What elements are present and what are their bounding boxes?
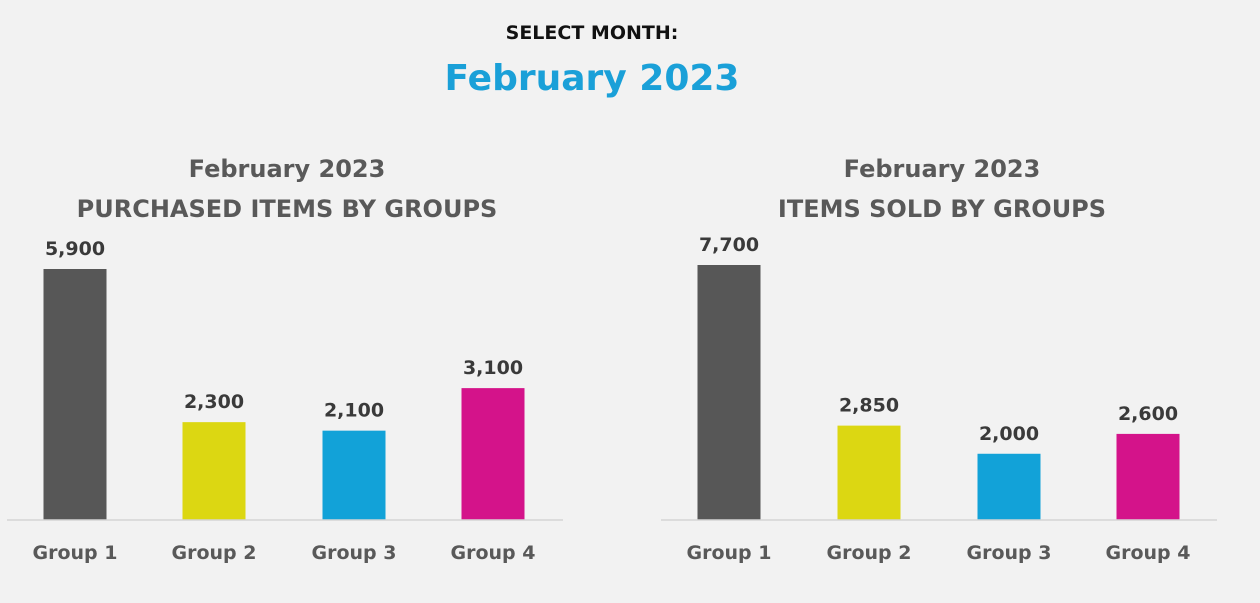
value-label-group-3: 2,100 bbox=[324, 400, 384, 422]
items-sold-chart: February 2023 ITEMS SOLD BY GROUPS 7,700… bbox=[661, 155, 1217, 564]
bar-group-1[interactable] bbox=[43, 269, 107, 520]
value-label-group-2: 2,850 bbox=[839, 395, 899, 417]
category-label-group-4: Group 4 bbox=[1106, 542, 1191, 564]
value-label-group-4: 3,100 bbox=[463, 357, 523, 379]
category-label-group-4: Group 4 bbox=[451, 542, 536, 564]
chart-title: February 2023 bbox=[189, 155, 386, 183]
chart-subtitle: ITEMS SOLD BY GROUPS bbox=[778, 195, 1106, 223]
category-label-group-2: Group 2 bbox=[827, 542, 912, 564]
bar-group-2[interactable] bbox=[182, 422, 246, 520]
value-label-group-3: 2,000 bbox=[979, 423, 1039, 445]
value-label-group-4: 2,600 bbox=[1118, 403, 1178, 425]
select-month-label: SELECT MONTH: bbox=[505, 22, 679, 44]
category-label-group-1: Group 1 bbox=[33, 542, 118, 564]
category-label-group-1: Group 1 bbox=[687, 542, 772, 564]
category-label-group-2: Group 2 bbox=[172, 542, 257, 564]
value-label-group-2: 2,300 bbox=[184, 391, 244, 413]
chart-subtitle: PURCHASED ITEMS BY GROUPS bbox=[77, 195, 498, 223]
value-label-group-1: 5,900 bbox=[45, 238, 105, 260]
chart-title: February 2023 bbox=[844, 155, 1041, 183]
value-label-group-1: 7,700 bbox=[699, 234, 759, 256]
bar-group-4[interactable] bbox=[461, 388, 525, 520]
month-selector[interactable]: February 2023 bbox=[444, 58, 740, 99]
bar-group-3[interactable] bbox=[322, 430, 386, 520]
bar-group-2[interactable] bbox=[837, 425, 901, 520]
bar-group-4[interactable] bbox=[1116, 433, 1180, 520]
category-label-group-3: Group 3 bbox=[312, 542, 397, 564]
purchased-items-chart: February 2023 PURCHASED ITEMS BY GROUPS … bbox=[7, 155, 563, 564]
category-label-group-3: Group 3 bbox=[967, 542, 1052, 564]
bar-group-1[interactable] bbox=[697, 265, 761, 520]
bar-group-3[interactable] bbox=[977, 453, 1041, 520]
